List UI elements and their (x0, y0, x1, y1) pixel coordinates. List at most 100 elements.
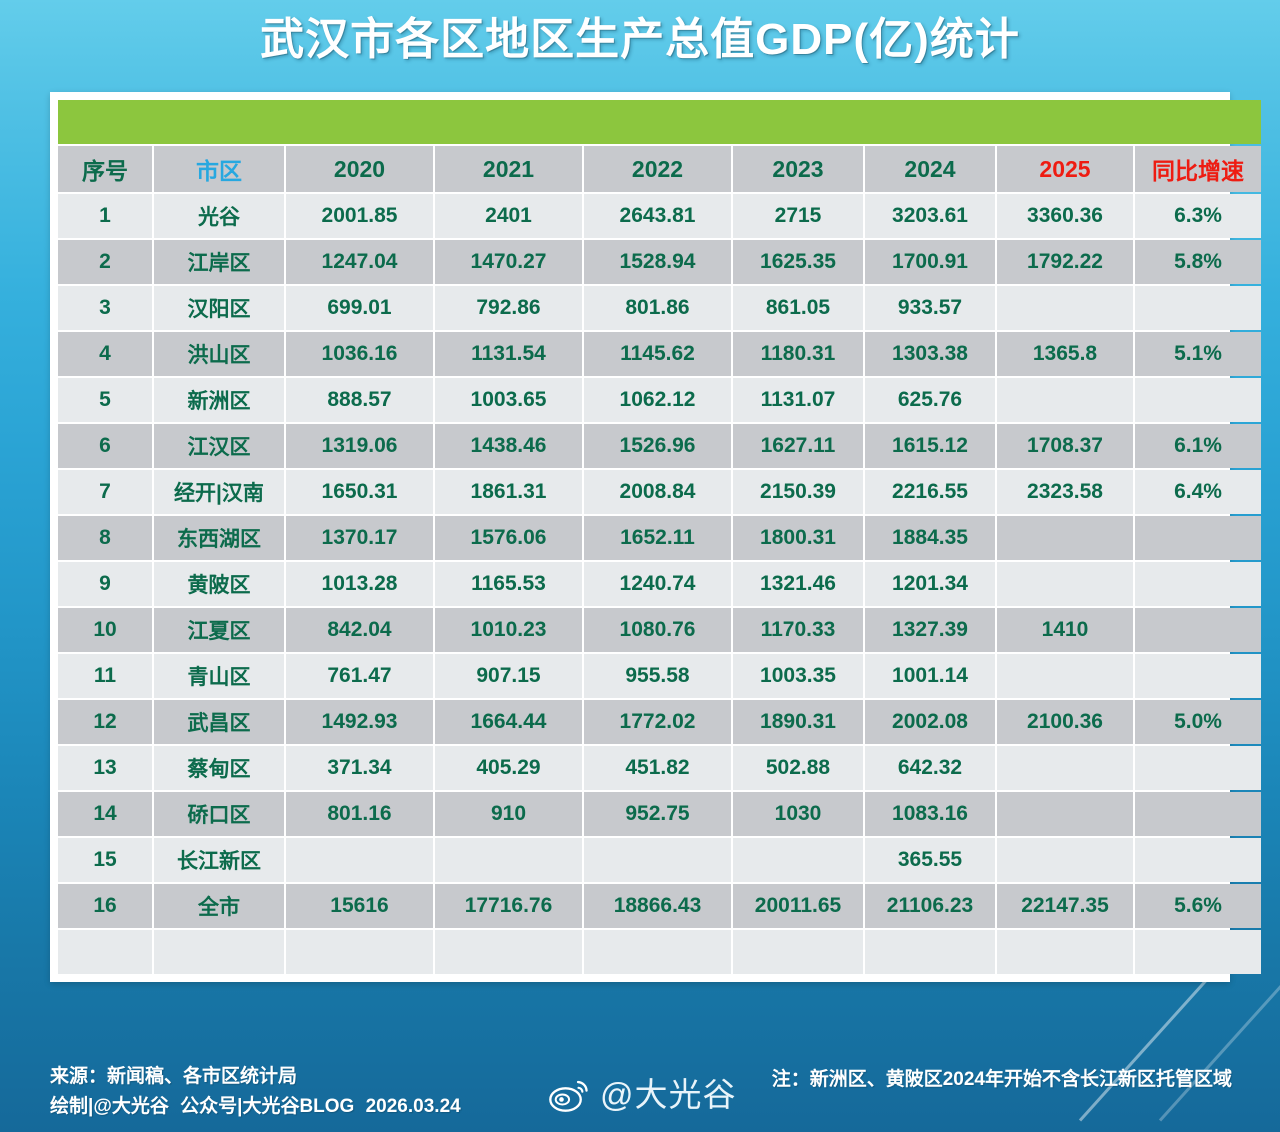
footer-account: 公众号|大光谷BLOG (180, 1096, 355, 1117)
cell-y2024: 1700.91 (865, 240, 995, 284)
cell-y2020: 2001.85 (286, 194, 433, 238)
cell-2025 (997, 516, 1133, 560)
table-row: 16 全市 15616 17716.76 18866.43 20011.65 21106.2… (58, 884, 1261, 928)
cell-y2022: 1652.11 (584, 516, 731, 560)
cell-y2023: 20011.65 (733, 884, 863, 928)
cell-growth: 5.1% (1135, 332, 1261, 376)
cell-y2024: 1303.38 (865, 332, 995, 376)
cell-y2021: 1438.46 (435, 424, 582, 468)
table-row: 12 武昌区 1492.93 1664.44 1772.02 1890.31 2002.08… (58, 700, 1261, 744)
cell-y2021: 1003.65 (435, 378, 582, 422)
header-growth: 同比增速 (1135, 146, 1261, 192)
cell-index: 5 (58, 378, 152, 422)
cell-index: 15 (58, 838, 152, 882)
header-2024: 2024 (865, 146, 995, 192)
cell-2025 (997, 286, 1133, 330)
footer-credits: 来源：新闻稿、各市区统计局 绘制|@大光谷 公众号|大光谷BLOG 2026.0… (50, 1062, 467, 1122)
cell-y2020: 761.47 (286, 654, 433, 698)
cell-index: 9 (58, 562, 152, 606)
cell-district: 硚口区 (154, 792, 284, 836)
trailing-cell (865, 930, 995, 974)
cell-y2021: 17716.76 (435, 884, 582, 928)
brand-weibo[interactable]: @大光谷 (548, 1078, 737, 1112)
cell-y2023: 861.05 (733, 286, 863, 330)
cell-y2024: 3203.61 (865, 194, 995, 238)
cell-y2020: 1247.04 (286, 240, 433, 284)
cell-y2021: 1576.06 (435, 516, 582, 560)
cell-y2024: 2216.55 (865, 470, 995, 514)
cell-y2021: 907.15 (435, 654, 582, 698)
cell-index: 1 (58, 194, 152, 238)
cell-y2024: 1615.12 (865, 424, 995, 468)
cell-2025: 2323.58 (997, 470, 1133, 514)
table-panel: 序号 市区 2020 2021 2022 2023 2024 2025 同比增速… (50, 92, 1261, 982)
table-row: 10 江夏区 842.04 1010.23 1080.76 1170.33 1327.39 1… (58, 608, 1261, 652)
cell-2025 (997, 378, 1133, 422)
footer: 来源：新闻稿、各市区统计局 绘制|@大光谷 公众号|大光谷BLOG 2026.0… (0, 1042, 1280, 1132)
cell-y2021 (435, 838, 582, 882)
cell-2025 (997, 746, 1133, 790)
cell-2025 (997, 838, 1133, 882)
title-container: 武汉市各区地区生产总值GDP(亿)统计 (0, 8, 1280, 72)
cell-y2021: 1165.53 (435, 562, 582, 606)
cell-2025 (997, 792, 1133, 836)
cell-index: 11 (58, 654, 152, 698)
cell-2025: 1792.22 (997, 240, 1133, 284)
cell-y2021: 1861.31 (435, 470, 582, 514)
cell-y2024: 933.57 (865, 286, 995, 330)
header-2025: 2025 (997, 146, 1133, 192)
cell-y2022: 451.82 (584, 746, 731, 790)
cell-y2021: 910 (435, 792, 582, 836)
cell-y2020 (286, 838, 433, 882)
trailing-cell (58, 930, 152, 974)
cell-y2020: 371.34 (286, 746, 433, 790)
trailing-cell (997, 930, 1133, 974)
cell-y2020: 842.04 (286, 608, 433, 652)
cell-y2023: 1800.31 (733, 516, 863, 560)
cell-growth: 5.8% (1135, 240, 1261, 284)
cell-y2023: 1180.31 (733, 332, 863, 376)
cell-district: 蔡甸区 (154, 746, 284, 790)
footer-source: 来源：新闻稿、各市区统计局 (50, 1066, 298, 1087)
cell-district: 光谷 (154, 194, 284, 238)
table-row: 1 光谷 2001.85 2401 2643.81 2715 3203.61 3360.36 6… (58, 194, 1261, 238)
cell-y2020: 15616 (286, 884, 433, 928)
table-row: 8 东西湖区 1370.17 1576.06 1652.11 1800.31 1884.35 (58, 516, 1261, 560)
footer-author: 绘制|@大光谷 (50, 1096, 169, 1117)
cell-index: 2 (58, 240, 152, 284)
cell-y2024: 1884.35 (865, 516, 995, 560)
cell-y2020: 1319.06 (286, 424, 433, 468)
cell-y2024: 2002.08 (865, 700, 995, 744)
cell-district: 新洲区 (154, 378, 284, 422)
table-row: 13 蔡甸区 371.34 405.29 451.82 502.88 642.32 (58, 746, 1261, 790)
green-banner-row (58, 100, 1261, 144)
cell-y2023: 1321.46 (733, 562, 863, 606)
header-2021: 2021 (435, 146, 582, 192)
cell-2025: 1708.37 (997, 424, 1133, 468)
green-banner-cell (58, 100, 1261, 144)
header-2022: 2022 (584, 146, 731, 192)
cell-index: 7 (58, 470, 152, 514)
cell-y2020: 1036.16 (286, 332, 433, 376)
cell-y2023: 1131.07 (733, 378, 863, 422)
cell-y2024: 21106.23 (865, 884, 995, 928)
cell-growth (1135, 286, 1261, 330)
cell-y2024: 1327.39 (865, 608, 995, 652)
table-row: 15 长江新区 365.55 (58, 838, 1261, 882)
cell-y2023: 1627.11 (733, 424, 863, 468)
cell-growth (1135, 654, 1261, 698)
cell-district: 东西湖区 (154, 516, 284, 560)
cell-y2024: 642.32 (865, 746, 995, 790)
table-row: 9 黄陂区 1013.28 1165.53 1240.74 1321.46 1201.34 (58, 562, 1261, 606)
gdp-table: 序号 市区 2020 2021 2022 2023 2024 2025 同比增速… (56, 98, 1263, 976)
cell-district: 长江新区 (154, 838, 284, 882)
table-row: 11 青山区 761.47 907.15 955.58 1003.35 1001.14 (58, 654, 1261, 698)
cell-2025: 1410 (997, 608, 1133, 652)
trailing-cell (435, 930, 582, 974)
cell-y2022: 2008.84 (584, 470, 731, 514)
trailing-cell (1135, 930, 1261, 974)
cell-y2020: 1013.28 (286, 562, 433, 606)
cell-y2020: 699.01 (286, 286, 433, 330)
cell-growth: 6.1% (1135, 424, 1261, 468)
cell-y2023: 2150.39 (733, 470, 863, 514)
